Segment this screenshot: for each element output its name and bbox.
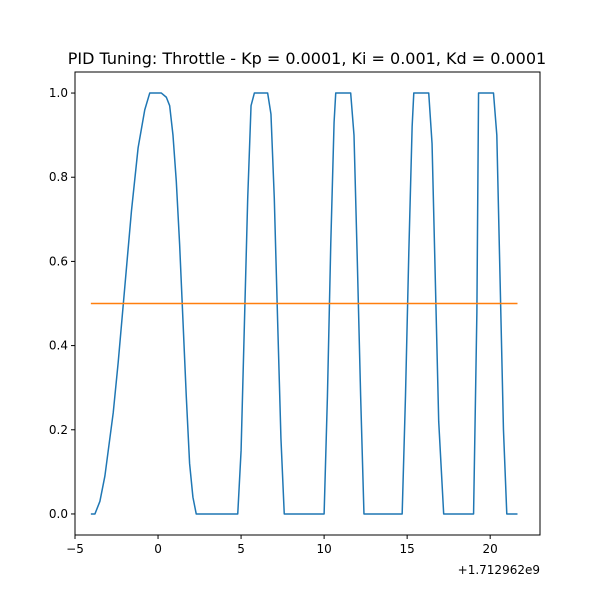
x-offset-label: +1.712962e9 (458, 563, 540, 577)
y-tick-label: 0.8 (49, 170, 68, 184)
chart-title: PID Tuning: Throttle - Kp = 0.0001, Ki =… (68, 49, 546, 68)
x-tick-label: 5 (237, 542, 245, 556)
x-axis: −5 0 5 10 15 20 (66, 535, 498, 556)
x-tick-label: 20 (483, 542, 498, 556)
y-tick-label: 0.0 (49, 507, 68, 521)
y-axis: 0.0 0.2 0.4 0.6 0.8 1.0 (49, 86, 75, 521)
x-tick-label: 10 (316, 542, 331, 556)
plot-area (90, 92, 518, 515)
x-tick-label: 0 (154, 542, 162, 556)
series-line-1 (90, 92, 518, 515)
y-tick-label: 0.4 (49, 339, 68, 353)
y-tick-label: 0.6 (49, 254, 68, 268)
y-tick-label: 1.0 (49, 86, 68, 100)
y-tick-label: 0.2 (49, 423, 68, 437)
x-tick-label: −5 (66, 542, 84, 556)
axes-frame (74, 71, 541, 536)
x-tick-label: 15 (400, 542, 415, 556)
